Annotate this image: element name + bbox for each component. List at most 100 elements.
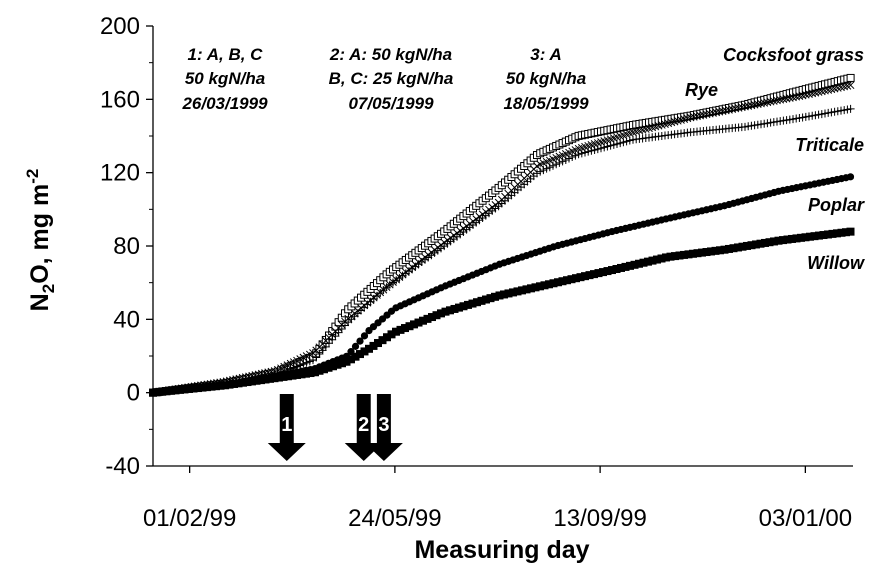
data-point bbox=[302, 358, 311, 367]
data-point bbox=[593, 145, 602, 154]
data-point bbox=[810, 232, 819, 241]
data-point bbox=[500, 290, 508, 299]
data-point bbox=[828, 229, 837, 238]
data-point bbox=[567, 275, 576, 284]
data-point bbox=[337, 325, 346, 334]
data-point bbox=[540, 281, 549, 290]
data-point bbox=[779, 116, 788, 125]
data-point bbox=[696, 111, 705, 120]
data-point bbox=[455, 303, 463, 312]
data-point bbox=[536, 282, 544, 291]
x-tick-label: 13/09/99 bbox=[553, 505, 646, 532]
data-point bbox=[221, 381, 229, 390]
y-tick-label: 160 bbox=[100, 86, 140, 113]
data-point bbox=[279, 372, 288, 381]
data-point bbox=[811, 88, 820, 97]
data-point bbox=[464, 300, 472, 309]
data-point bbox=[805, 112, 813, 121]
data-point bbox=[613, 139, 621, 148]
data-point bbox=[814, 110, 823, 119]
data-point bbox=[785, 94, 794, 102]
data-point bbox=[782, 94, 791, 103]
data-point bbox=[585, 271, 594, 280]
x-tick-label: 24/05/99 bbox=[348, 505, 441, 532]
data-point bbox=[801, 90, 810, 99]
data-point bbox=[334, 328, 343, 337]
data-point bbox=[773, 117, 781, 126]
data-point bbox=[837, 83, 845, 92]
data-point bbox=[558, 157, 567, 166]
data-point bbox=[774, 236, 783, 245]
data-point bbox=[504, 289, 513, 298]
data-point bbox=[207, 382, 216, 391]
data-point bbox=[216, 381, 225, 390]
data-point bbox=[536, 167, 545, 176]
data-point bbox=[824, 86, 833, 94]
data-point bbox=[716, 246, 724, 255]
data-point bbox=[747, 121, 756, 130]
data-point bbox=[779, 236, 787, 245]
y-axis-title: N2O, mg m-2 bbox=[23, 169, 58, 312]
x-tick-label: 03/01/00 bbox=[759, 505, 852, 532]
data-point bbox=[446, 306, 454, 315]
data-point bbox=[689, 113, 698, 121]
data-point bbox=[737, 103, 746, 112]
data-point bbox=[846, 173, 855, 181]
data-point bbox=[815, 231, 823, 240]
data-point bbox=[284, 372, 292, 381]
data-point bbox=[549, 279, 558, 288]
data-point bbox=[341, 321, 349, 330]
data-point bbox=[616, 139, 625, 148]
data-point bbox=[542, 164, 551, 173]
data-point bbox=[760, 119, 769, 128]
series-label-poplar: Poplar bbox=[808, 195, 865, 215]
data-point bbox=[203, 383, 211, 392]
data-point bbox=[509, 288, 517, 297]
y-ticks: -40 0 40 80 120 160 200 bbox=[100, 13, 153, 480]
annotation-2: 2: A: 50 kgN/ha B, C: 25 kgN/ha 07/05/19… bbox=[329, 45, 454, 113]
data-point bbox=[840, 82, 849, 91]
data-point bbox=[482, 295, 490, 304]
data-point bbox=[795, 114, 804, 123]
data-point bbox=[750, 100, 759, 109]
data-point bbox=[486, 294, 495, 303]
arrow-label: 1 bbox=[281, 414, 292, 436]
data-point bbox=[747, 101, 756, 110]
x-ticks: 01/02/99 24/05/99 13/09/99 03/01/00 bbox=[143, 466, 852, 532]
annotation-3-line-1: 3: A bbox=[530, 45, 562, 64]
data-point bbox=[468, 299, 477, 308]
data-point bbox=[248, 377, 256, 386]
data-point bbox=[270, 374, 279, 383]
y-tick-label: 200 bbox=[100, 13, 140, 40]
data-point bbox=[584, 147, 593, 156]
data-point bbox=[477, 296, 486, 305]
data-point bbox=[763, 119, 772, 128]
series-cockfoot-grass bbox=[149, 73, 855, 397]
data-point bbox=[824, 108, 833, 117]
annotation-3-line-2: 50 kgN/ha bbox=[506, 69, 586, 88]
data-point bbox=[621, 262, 630, 271]
data-point bbox=[744, 122, 753, 131]
data-point bbox=[773, 96, 781, 105]
data-point bbox=[306, 369, 315, 378]
data-point bbox=[189, 384, 198, 393]
data-point bbox=[392, 327, 400, 336]
data-point bbox=[806, 232, 814, 241]
data-point bbox=[702, 248, 711, 257]
data-point bbox=[423, 314, 432, 323]
data-point bbox=[441, 307, 450, 316]
data-point bbox=[824, 230, 832, 239]
data-point bbox=[801, 112, 810, 121]
data-point bbox=[321, 342, 330, 351]
series-label-triticale: Triticale bbox=[795, 135, 864, 155]
data-point bbox=[599, 268, 607, 277]
data-point bbox=[243, 378, 252, 387]
data-point bbox=[720, 245, 729, 254]
data-point bbox=[275, 373, 283, 382]
arrow-shape bbox=[267, 394, 306, 461]
data-point bbox=[609, 140, 618, 149]
data-point bbox=[797, 233, 805, 242]
data-point bbox=[756, 239, 765, 248]
data-point bbox=[843, 82, 852, 90]
